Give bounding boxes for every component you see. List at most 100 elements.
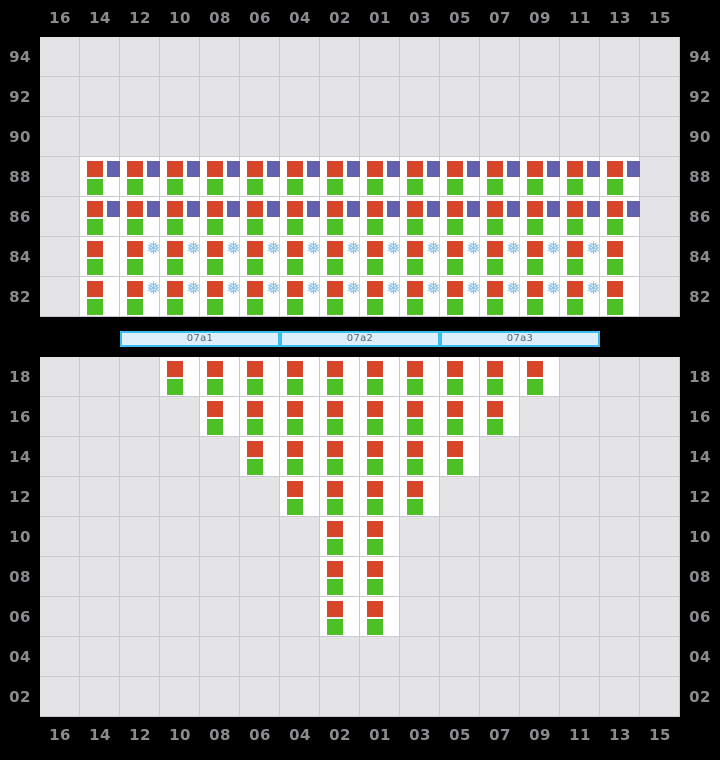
seat-cell-occupied[interactable]: ❅ [200, 237, 241, 277]
seat-cell-occupied[interactable]: ❅ [200, 277, 241, 317]
purple-marker-icon [227, 201, 243, 217]
zone-bar-07a3[interactable]: 07a3 [440, 331, 600, 347]
seat-cell-occupied[interactable] [200, 197, 243, 237]
seat-cell-occupied[interactable]: ❅ [240, 277, 281, 317]
seat-cell-occupied[interactable] [360, 357, 400, 397]
seat-cell-occupied[interactable] [520, 157, 563, 197]
seat-cell-occupied[interactable]: ❅ [320, 277, 361, 317]
seat-cell-occupied[interactable] [80, 277, 120, 317]
seat-cell-occupied[interactable] [600, 237, 640, 277]
seat-cell-occupied[interactable] [280, 157, 323, 197]
seat-cell-empty [120, 677, 160, 717]
seat-cell-occupied[interactable] [480, 397, 520, 437]
seat-cell-occupied[interactable] [400, 197, 443, 237]
seat-cell-occupied[interactable] [240, 197, 283, 237]
seat-cell-occupied[interactable] [200, 357, 240, 397]
seat-cell-occupied[interactable]: ❅ [360, 237, 401, 277]
seat-cell-occupied[interactable]: ❅ [520, 277, 561, 317]
seat-cell-occupied[interactable] [400, 357, 440, 397]
seat-cell-occupied[interactable] [520, 357, 560, 397]
orange-marker-icon [607, 201, 623, 217]
seat-cell-occupied[interactable] [280, 397, 320, 437]
seat-cell-occupied[interactable] [320, 397, 360, 437]
seat-cell-occupied[interactable] [320, 557, 360, 597]
seat-cell-occupied[interactable] [240, 357, 280, 397]
seat-cell-occupied[interactable] [560, 157, 603, 197]
seat-cell-occupied[interactable]: ❅ [440, 277, 481, 317]
seat-cell-occupied[interactable]: ❅ [360, 277, 401, 317]
seat-cell-occupied[interactable] [400, 397, 440, 437]
seat-cell-occupied[interactable]: ❅ [480, 237, 521, 277]
orange-marker-icon [327, 481, 343, 497]
seat-cell-occupied[interactable] [320, 357, 360, 397]
zone-bar-07a2[interactable]: 07a2 [280, 331, 440, 347]
seat-cell-occupied[interactable] [400, 437, 440, 477]
seat-cell-occupied[interactable]: ❅ [120, 277, 161, 317]
seat-cell-occupied[interactable] [360, 437, 400, 477]
seat-cell-occupied[interactable] [360, 517, 400, 557]
seat-cell-occupied[interactable] [360, 557, 400, 597]
seat-cell-occupied[interactable] [600, 157, 643, 197]
seat-cell-occupied[interactable] [600, 197, 643, 237]
seat-cell-occupied[interactable] [360, 397, 400, 437]
seat-cell-occupied[interactable] [160, 357, 200, 397]
seat-cell-occupied[interactable] [320, 517, 360, 557]
seat-cell-occupied[interactable] [440, 157, 483, 197]
seat-cell-occupied[interactable] [320, 197, 363, 237]
seat-cell-occupied[interactable]: ❅ [280, 237, 321, 277]
seat-cell-occupied[interactable] [320, 597, 360, 637]
seat-cell-occupied[interactable] [320, 437, 360, 477]
seat-cell-occupied[interactable]: ❅ [560, 237, 601, 277]
seat-cell-occupied[interactable]: ❅ [240, 237, 281, 277]
seat-cell-occupied[interactable] [320, 477, 360, 517]
seat-cell-occupied[interactable]: ❅ [160, 237, 201, 277]
seat-cell-occupied[interactable] [480, 157, 523, 197]
seat-cell-empty [400, 517, 440, 557]
seat-cell-occupied[interactable] [360, 157, 403, 197]
seat-cell-occupied[interactable] [440, 397, 480, 437]
seat-cell-occupied[interactable]: ❅ [160, 277, 201, 317]
seat-cell-empty [240, 477, 280, 517]
seat-cell-occupied[interactable] [520, 197, 563, 237]
seat-cell-occupied[interactable]: ❅ [320, 237, 361, 277]
seat-cell-occupied[interactable] [560, 197, 603, 237]
seat-cell-occupied[interactable] [360, 597, 400, 637]
seat-cell-occupied[interactable]: ❅ [480, 277, 521, 317]
seat-cell-occupied[interactable] [600, 277, 640, 317]
seat-cell-occupied[interactable] [120, 197, 163, 237]
seat-cell-occupied[interactable] [240, 397, 280, 437]
seat-cell-occupied[interactable]: ❅ [400, 237, 441, 277]
seat-cell-occupied[interactable] [440, 197, 483, 237]
seat-cell-occupied[interactable] [280, 437, 320, 477]
seat-cell-occupied[interactable] [320, 157, 363, 197]
seat-cell-occupied[interactable] [360, 477, 400, 517]
seat-cell-occupied[interactable]: ❅ [120, 237, 161, 277]
zone-bar-07a1[interactable]: 07a1 [120, 331, 280, 347]
seat-cell-occupied[interactable] [80, 237, 120, 277]
seat-cell-occupied[interactable] [200, 397, 240, 437]
seat-cell-occupied[interactable]: ❅ [400, 277, 441, 317]
seat-cell-occupied[interactable] [80, 157, 123, 197]
seat-cell-occupied[interactable] [440, 437, 480, 477]
seat-cell-occupied[interactable] [440, 357, 480, 397]
seat-cell-occupied[interactable] [400, 477, 440, 517]
seat-cell-occupied[interactable]: ❅ [280, 277, 321, 317]
seat-cell-occupied[interactable] [80, 197, 123, 237]
seat-cell-occupied[interactable] [280, 477, 320, 517]
seat-cell-occupied[interactable] [280, 357, 320, 397]
snowflake-icon: ❅ [506, 279, 521, 299]
seat-cell-occupied[interactable] [360, 197, 403, 237]
seat-cell-occupied[interactable] [160, 197, 203, 237]
seat-cell-occupied[interactable] [160, 157, 203, 197]
seat-cell-occupied[interactable] [240, 157, 283, 197]
seat-cell-occupied[interactable] [120, 157, 163, 197]
seat-cell-occupied[interactable]: ❅ [560, 277, 601, 317]
seat-cell-occupied[interactable] [480, 197, 523, 237]
seat-cell-occupied[interactable] [480, 357, 520, 397]
seat-cell-occupied[interactable] [200, 157, 243, 197]
seat-cell-occupied[interactable] [400, 157, 443, 197]
seat-cell-occupied[interactable]: ❅ [440, 237, 481, 277]
seat-cell-occupied[interactable] [240, 437, 280, 477]
seat-cell-occupied[interactable] [280, 197, 323, 237]
seat-cell-occupied[interactable]: ❅ [520, 237, 561, 277]
